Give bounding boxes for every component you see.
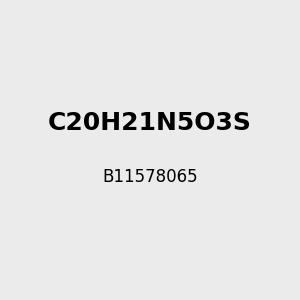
Text: B11578065: B11578065 (102, 168, 198, 186)
Text: C20H21N5O3S: C20H21N5O3S (48, 111, 252, 135)
